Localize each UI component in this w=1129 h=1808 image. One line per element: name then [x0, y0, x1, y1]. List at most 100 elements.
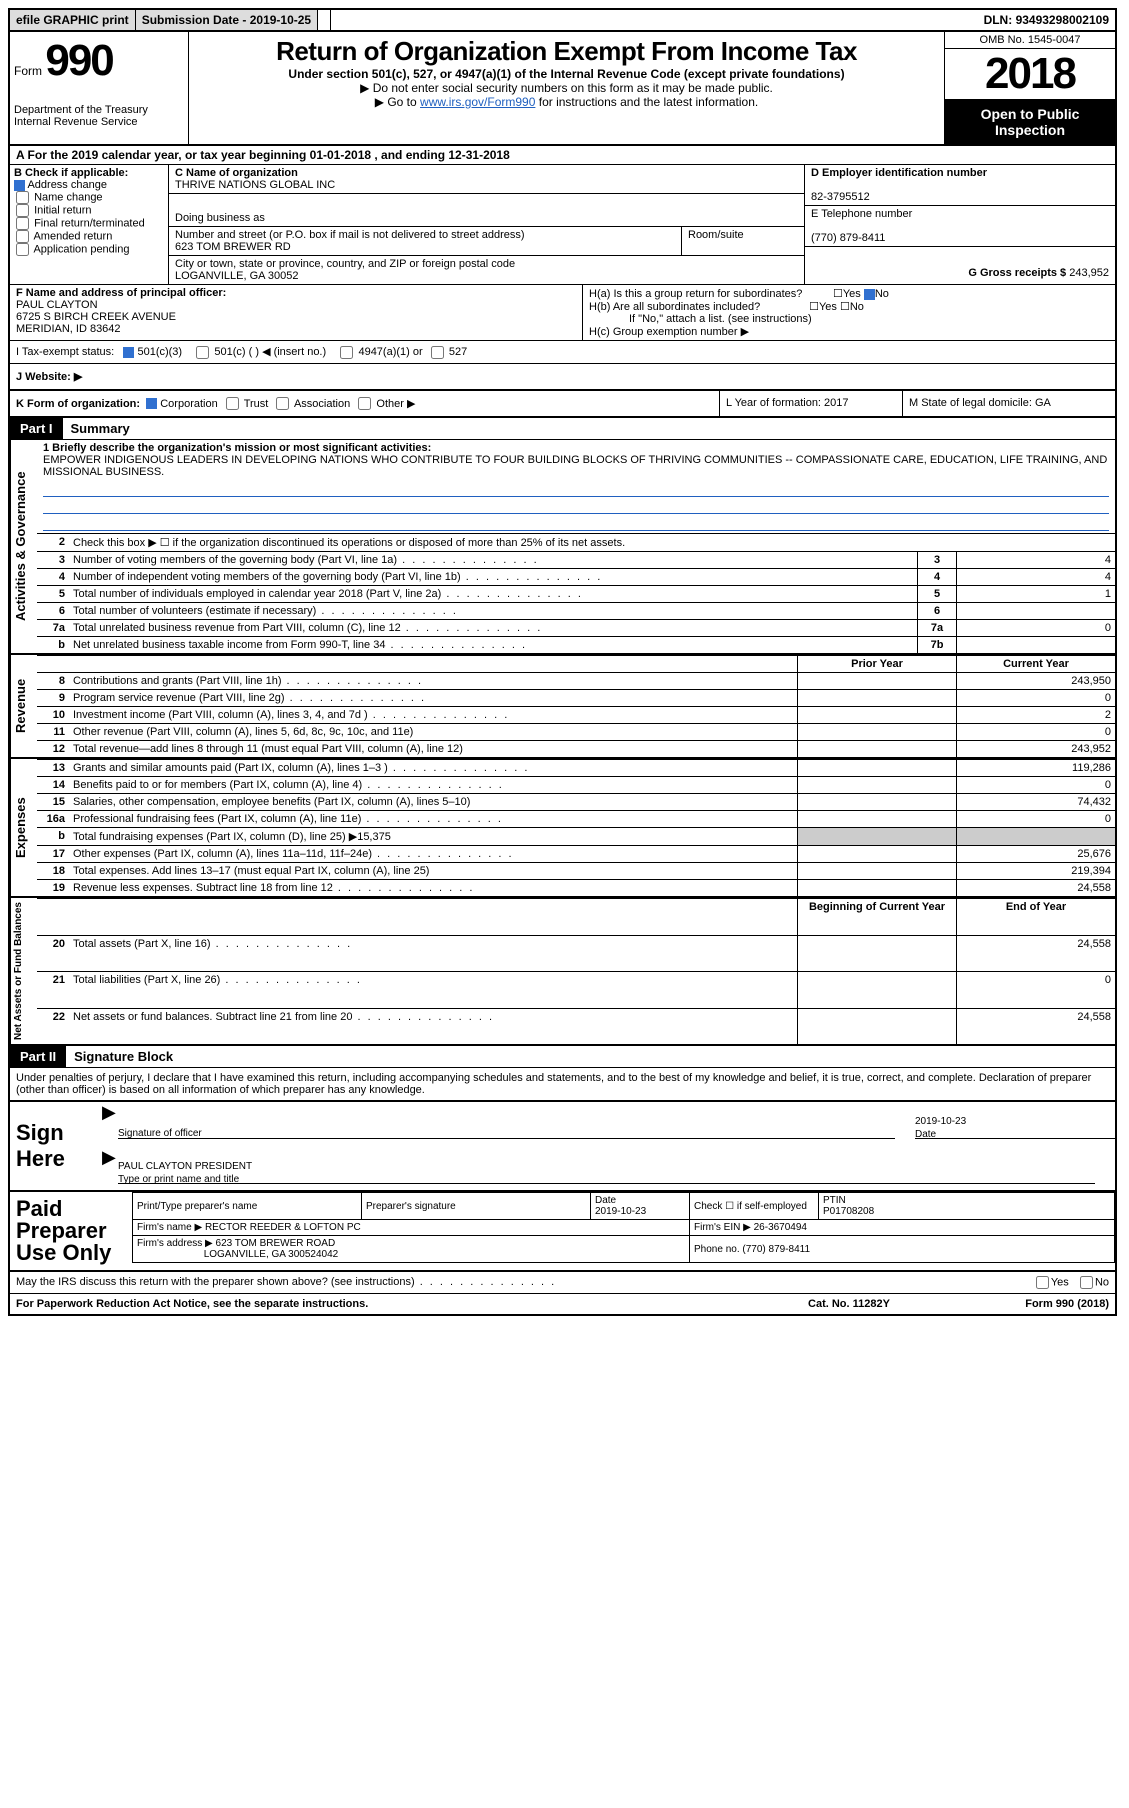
table-row: 4Number of independent voting members of… [37, 569, 1115, 586]
k-row: K Form of organization: Corporation Trus… [10, 391, 1115, 419]
revenue-section: Revenue Prior YearCurrent Year 8Contribu… [10, 655, 1115, 757]
typed-name-line: PAUL CLAYTON PRESIDENTType or print name… [118, 1147, 1095, 1184]
table-row: 15Salaries, other compensation, employee… [37, 794, 1115, 811]
room-cell: Room/suite [682, 227, 804, 255]
city-value: LOGANVILLE, GA 30052 [175, 270, 299, 282]
trust-checkbox[interactable] [226, 397, 239, 410]
year-box: OMB No. 1545-0047 2018 Open to Public In… [944, 32, 1115, 144]
entity-grid: B Check if applicable: Address change Na… [10, 164, 1115, 285]
line-a: A For the 2019 calendar year, or tax yea… [10, 146, 1115, 164]
name-change-checkbox[interactable] [16, 191, 29, 204]
dln-value: 93493298002109 [1016, 13, 1109, 27]
table-row: bNet unrelated business taxable income f… [37, 637, 1115, 654]
hb-note: If "No," attach a list. (see instruction… [589, 313, 1109, 325]
officer-signature-line[interactable]: Signature of officer [118, 1102, 895, 1139]
address-change-label: Address change [27, 179, 107, 191]
state-domicile: M State of legal domicile: GA [902, 391, 1115, 417]
table-row: Prior YearCurrent Year [37, 656, 1115, 673]
arrow-icon: ▶ [102, 1147, 118, 1184]
f-label: F Name and address of principal officer: [16, 287, 226, 299]
sub3-a: ▶ Go to [375, 95, 420, 109]
ha-no-checkbox[interactable] [864, 289, 875, 300]
paid-preparer-label: Paid Preparer Use Only [10, 1192, 132, 1270]
ptin-cell: PTINP01708208 [819, 1193, 1115, 1220]
sign-here-block: Sign Here ▶ Signature of officer 2019-10… [10, 1100, 1115, 1192]
corporation-checkbox[interactable] [146, 398, 157, 409]
mission-line: 1 Briefly describe the organization's mi… [37, 440, 1115, 480]
prep-date-cell: Date2019-10-23 [591, 1193, 690, 1220]
phone-cell: E Telephone number (770) 879-8411 [805, 206, 1115, 247]
discuss-row: May the IRS discuss this return with the… [10, 1272, 1115, 1294]
form-subtitle-2: ▶ Do not enter social security numbers o… [199, 81, 934, 95]
tes-label: I Tax-exempt status: [16, 346, 114, 358]
table-row: 3Number of voting members of the governi… [37, 552, 1115, 569]
section-f: F Name and address of principal officer:… [10, 285, 583, 340]
part-2-header: Part II Signature Block [10, 1044, 1115, 1068]
firm-ein-cell: Firm's EIN ▶ 26-3670494 [690, 1220, 1115, 1236]
bottom-line: For Paperwork Reduction Act Notice, see … [10, 1294, 1115, 1314]
ha-label: H(a) Is this a group return for subordin… [589, 288, 802, 300]
g-label: G Gross receipts $ [968, 267, 1066, 279]
part-2-title: Signature Block [66, 1049, 173, 1064]
net-assets-section: Net Assets or Fund Balances Beginning of… [10, 898, 1115, 1044]
other-checkbox[interactable] [358, 397, 371, 410]
irs-link[interactable]: www.irs.gov/Form990 [420, 95, 535, 109]
mission-blank-line [43, 482, 1109, 497]
4947-checkbox[interactable] [340, 346, 353, 359]
initial-return-checkbox[interactable] [16, 204, 29, 217]
part-1-num: Part I [10, 418, 63, 439]
efile-print-button[interactable]: efile GRAPHIC print [10, 10, 136, 30]
name-change-label: Name change [34, 191, 103, 203]
other-label: Other ▶ [376, 398, 415, 410]
expenses-label: Expenses [10, 759, 37, 896]
expenses-section: Expenses 13Grants and similar amounts pa… [10, 759, 1115, 896]
final-return-checkbox[interactable] [16, 217, 29, 230]
activities-governance-section: Activities & Governance 1 Briefly descri… [10, 440, 1115, 653]
discuss-yes-checkbox[interactable] [1036, 1276, 1049, 1289]
discuss-no-checkbox[interactable] [1080, 1276, 1093, 1289]
mission-text: EMPOWER INDIGENOUS LEADERS IN DEVELOPING… [43, 454, 1107, 478]
sign-here-label: Sign Here [10, 1102, 102, 1190]
revenue-label: Revenue [10, 655, 37, 757]
assoc-label: Association [294, 398, 350, 410]
table-row: 20Total assets (Part X, line 16)24,558 [37, 935, 1115, 972]
application-pending-checkbox[interactable] [16, 243, 29, 256]
section-c: C Name of organization THRIVE NATIONS GL… [169, 165, 805, 284]
table-row: 11Other revenue (Part VIII, column (A), … [37, 724, 1115, 741]
omb-number: OMB No. 1545-0047 [945, 32, 1115, 49]
city-label: City or town, state or province, country… [175, 258, 515, 270]
assoc-checkbox[interactable] [276, 397, 289, 410]
discuss-question: May the IRS discuss this return with the… [16, 1276, 1034, 1289]
city-cell: City or town, state or province, country… [169, 256, 804, 284]
room-label: Room/suite [688, 229, 744, 241]
net-assets-table: Beginning of Current YearEnd of Year 20T… [37, 898, 1115, 1044]
address-change-checkbox[interactable] [14, 180, 25, 191]
expenses-table: 13Grants and similar amounts paid (Part … [37, 759, 1115, 896]
activities-governance-label: Activities & Governance [10, 440, 37, 653]
year-formation: L Year of formation: 2017 [719, 391, 902, 417]
self-employed-cell[interactable]: Check ☐ if self-employed [690, 1193, 819, 1220]
table-row: 18Total expenses. Add lines 13–17 (must … [37, 863, 1115, 880]
table-row: 13Grants and similar amounts paid (Part … [37, 760, 1115, 777]
officer-addr1: 6725 S BIRCH CREEK AVENUE [16, 311, 176, 323]
print-name-cell: Print/Type preparer's name [133, 1193, 362, 1220]
section-b: B Check if applicable: Address change Na… [10, 165, 169, 284]
net-assets-label: Net Assets or Fund Balances [10, 898, 37, 1044]
discuss-answer: Yes No [1034, 1276, 1109, 1289]
501c-checkbox[interactable] [196, 346, 209, 359]
street-value: 623 TOM BREWER RD [175, 241, 291, 253]
501c3-checkbox[interactable] [123, 347, 134, 358]
website-row: J Website: ▶ [10, 364, 1115, 391]
governance-table: 2Check this box ▶ ☐ if the organization … [37, 533, 1115, 653]
firm-address-cell: Firm's address ▶ 623 TOM BREWER ROAD LOG… [133, 1236, 690, 1263]
gross-receipts: G Gross receipts $ 243,952 [805, 247, 1115, 281]
j-label: J Website: ▶ [16, 371, 82, 383]
sub3-b: for instructions and the latest informat… [539, 95, 758, 109]
corp-label: Corporation [160, 398, 217, 410]
g-value: 243,952 [1069, 267, 1109, 279]
firm-name-cell: Firm's name ▶ RECTOR REEDER & LOFTON PC [133, 1220, 690, 1236]
section-h: H(a) Is this a group return for subordin… [583, 285, 1115, 340]
amended-return-checkbox[interactable] [16, 230, 29, 243]
527-checkbox[interactable] [431, 346, 444, 359]
table-row: 5Total number of individuals employed in… [37, 586, 1115, 603]
